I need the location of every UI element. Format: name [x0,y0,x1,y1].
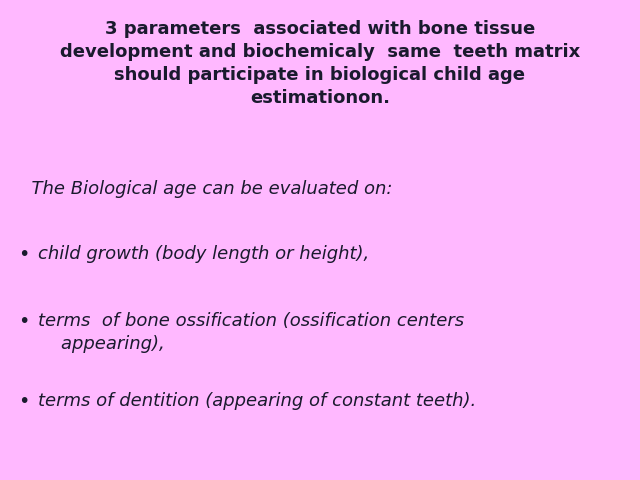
Text: 3 parameters  associated with bone tissue
development and biochemicaly  same  te: 3 parameters associated with bone tissue… [60,20,580,107]
Text: •: • [18,245,29,264]
Text: terms of dentition (appearing of constant teeth).: terms of dentition (appearing of constan… [38,392,476,410]
Text: •: • [18,312,29,331]
Text: child growth (body length or height),: child growth (body length or height), [38,245,369,263]
Text: •: • [18,392,29,411]
Text: terms  of bone ossification (ossification centers
    appearing),: terms of bone ossification (ossification… [38,312,464,353]
Text: The Biological age can be evaluated on:: The Biological age can be evaluated on: [20,180,392,198]
